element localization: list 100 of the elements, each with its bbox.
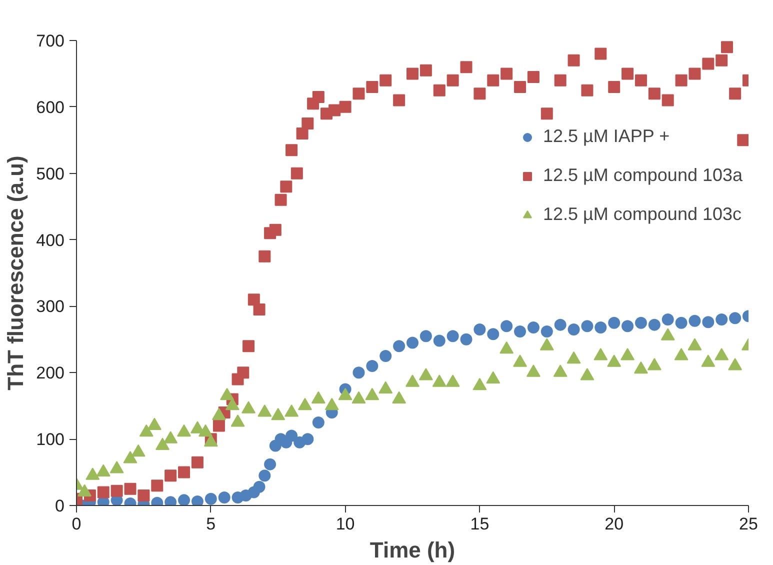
point (298, 398, 312, 410)
point (393, 340, 406, 352)
point (420, 330, 432, 342)
point (688, 338, 702, 350)
point (527, 321, 540, 334)
point (634, 361, 648, 374)
point (486, 371, 500, 384)
point (110, 460, 124, 474)
y-tick-label: 600 (36, 98, 65, 117)
point (568, 323, 580, 336)
point (338, 388, 352, 400)
point (212, 408, 226, 420)
point (566, 351, 581, 364)
point (634, 316, 647, 329)
point (608, 316, 620, 329)
point (675, 316, 688, 329)
point (352, 391, 366, 404)
x-tick-label: 20 (604, 514, 624, 534)
point (487, 328, 500, 340)
point (594, 348, 608, 360)
point (139, 424, 154, 437)
point (380, 350, 392, 362)
point (96, 464, 110, 477)
point (728, 358, 742, 370)
y-tick-label: 100 (36, 430, 65, 450)
x-tick-label: 0 (72, 514, 82, 534)
y-tick-label: 0 (55, 496, 65, 516)
point (220, 388, 234, 400)
point (688, 314, 701, 327)
point (554, 318, 566, 331)
point (474, 323, 486, 336)
point (190, 421, 204, 434)
point (324, 398, 339, 410)
point (716, 314, 728, 326)
point (147, 418, 162, 430)
point (131, 444, 146, 457)
point (729, 312, 742, 324)
point (242, 401, 256, 414)
point (378, 381, 393, 394)
point (674, 348, 688, 360)
point (514, 325, 526, 338)
point (225, 398, 240, 410)
y-tick-label: 400 (36, 230, 65, 250)
point (500, 341, 514, 354)
point (123, 450, 138, 464)
point (258, 404, 272, 417)
point (660, 328, 675, 340)
point (191, 496, 204, 506)
point (446, 330, 459, 342)
point (460, 333, 472, 346)
point (177, 424, 192, 437)
point (284, 404, 299, 417)
y-axis-title: ThT fluorescence (a.u) (3, 156, 28, 390)
y-tick-label: 300 (36, 297, 65, 316)
point (648, 318, 660, 331)
point (156, 438, 170, 450)
legend-label: 12.5 µM compound 103a (543, 165, 743, 186)
point (714, 348, 729, 360)
y-tick-label: 200 (36, 364, 65, 383)
point (418, 368, 433, 380)
point (607, 354, 622, 367)
point (702, 316, 714, 328)
point (662, 314, 674, 326)
point (581, 320, 594, 332)
point (647, 358, 662, 370)
point (620, 348, 635, 360)
point (540, 338, 554, 350)
point (271, 408, 286, 420)
point (472, 378, 487, 390)
point (432, 374, 446, 387)
legend-label: 12.5 µM IAPP + (543, 126, 670, 147)
point (446, 374, 460, 387)
point (433, 334, 446, 347)
x-axis-title: Time (h) (370, 538, 456, 562)
point (622, 320, 634, 332)
point (594, 321, 607, 334)
point (86, 468, 100, 480)
legend-label: 12.5 µM compound 103c (543, 204, 742, 225)
point (366, 360, 378, 372)
point (406, 374, 420, 387)
point (352, 366, 365, 379)
x-tick-label: 15 (470, 514, 490, 534)
point (553, 364, 568, 377)
x-tick-label: 5 (206, 514, 216, 534)
point (230, 414, 245, 427)
point (701, 354, 716, 367)
point (526, 364, 540, 377)
point (500, 320, 513, 332)
point (164, 431, 178, 444)
point (580, 368, 594, 380)
point (312, 416, 324, 428)
y-tick-label: 700 (36, 32, 65, 50)
point (365, 388, 380, 400)
point (540, 325, 553, 338)
point (311, 391, 326, 404)
point (406, 336, 418, 349)
point (78, 484, 92, 496)
x-tick-label: 10 (336, 514, 355, 534)
x-tick-label: 25 (739, 514, 758, 534)
point (513, 354, 528, 367)
